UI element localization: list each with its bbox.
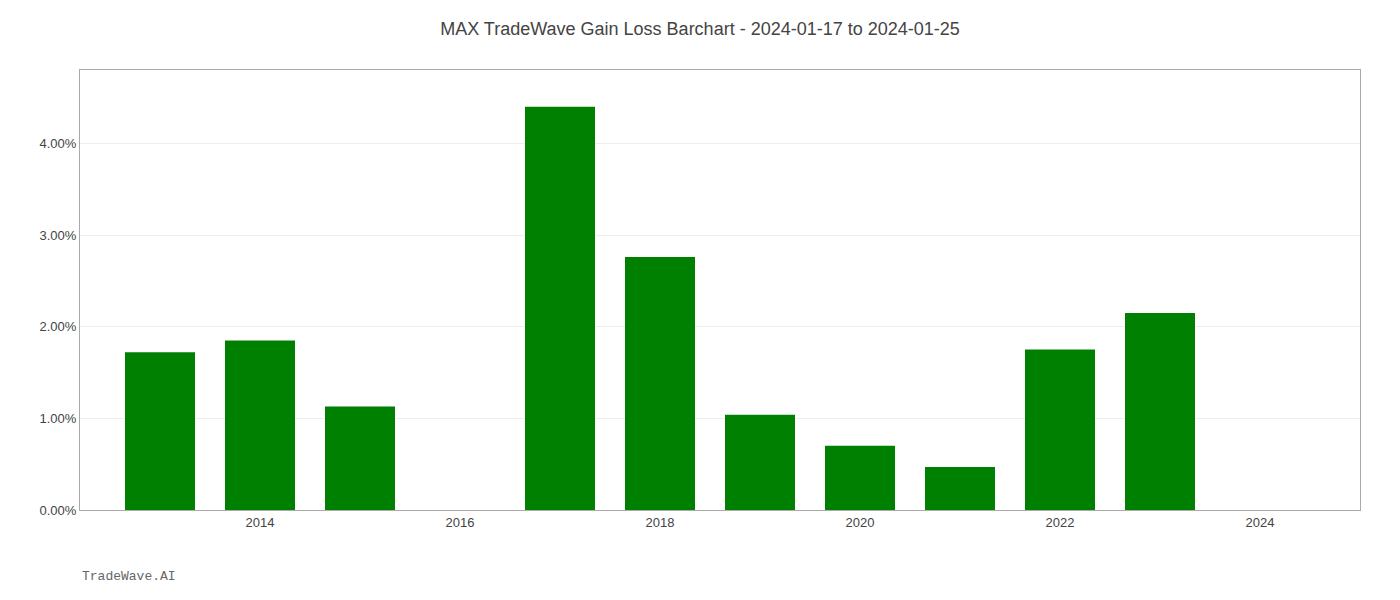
svg-text:1.00%: 1.00% [40, 411, 77, 426]
svg-text:2016: 2016 [446, 515, 475, 530]
svg-text:MAX TradeWave Gain Loss Barcha: MAX TradeWave Gain Loss Barchart - 2024-… [440, 19, 960, 39]
svg-text:2018: 2018 [646, 515, 675, 530]
svg-text:2014: 2014 [246, 515, 275, 530]
svg-text:2022: 2022 [1046, 515, 1075, 530]
svg-text:0.00%: 0.00% [40, 503, 77, 518]
svg-text:2024: 2024 [1246, 515, 1275, 530]
svg-text:4.00%: 4.00% [40, 136, 77, 151]
svg-text:3.00%: 3.00% [40, 228, 77, 243]
svg-text:2020: 2020 [846, 515, 875, 530]
svg-text:2.00%: 2.00% [40, 319, 77, 334]
svg-text:TradeWave.AI: TradeWave.AI [82, 569, 176, 584]
